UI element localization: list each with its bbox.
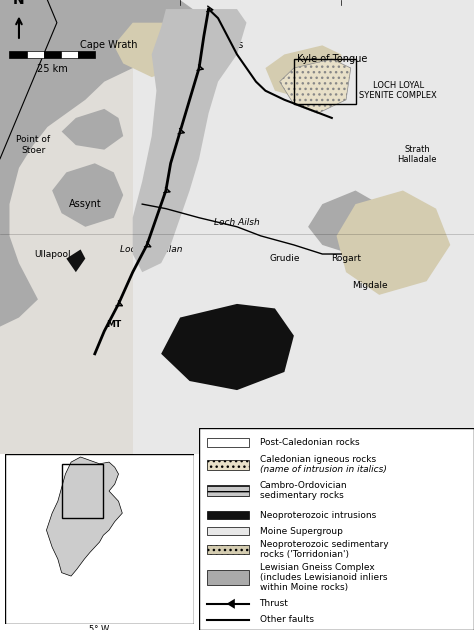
Text: Durness: Durness bbox=[203, 40, 243, 50]
Text: 25 km: 25 km bbox=[37, 64, 67, 74]
Bar bbox=[207, 570, 248, 585]
Bar bbox=[207, 527, 248, 536]
Text: Grudie: Grudie bbox=[269, 254, 300, 263]
Polygon shape bbox=[265, 45, 341, 100]
Text: Loch Borralan: Loch Borralan bbox=[120, 245, 183, 254]
Text: Cambro-Ordovician: Cambro-Ordovician bbox=[260, 481, 347, 490]
Text: N: N bbox=[13, 0, 25, 7]
Polygon shape bbox=[337, 190, 450, 295]
Polygon shape bbox=[52, 163, 123, 227]
Text: within Moine rocks): within Moine rocks) bbox=[260, 583, 348, 592]
Bar bbox=[207, 438, 248, 447]
Text: Ullapool: Ullapool bbox=[34, 249, 71, 258]
Polygon shape bbox=[46, 457, 122, 576]
Text: rocks ('Torridonian'): rocks ('Torridonian') bbox=[260, 550, 348, 559]
Polygon shape bbox=[280, 59, 351, 113]
Text: LOCH LOYAL
SYENITE COMPLEX: LOCH LOYAL SYENITE COMPLEX bbox=[359, 81, 437, 100]
Polygon shape bbox=[133, 0, 474, 454]
Bar bbox=[27, 51, 44, 58]
Text: Migdale: Migdale bbox=[352, 281, 388, 290]
Polygon shape bbox=[114, 23, 199, 77]
Text: Point of
Stoer: Point of Stoer bbox=[16, 135, 50, 155]
Bar bbox=[9, 51, 27, 58]
Text: Strath
Halladale: Strath Halladale bbox=[397, 144, 437, 164]
Text: Rogart: Rogart bbox=[331, 254, 361, 263]
Polygon shape bbox=[0, 0, 199, 326]
Bar bbox=[62, 464, 103, 518]
Bar bbox=[207, 544, 248, 554]
Bar bbox=[78, 51, 95, 58]
Text: Lewisian Gneiss Complex: Lewisian Gneiss Complex bbox=[260, 563, 374, 572]
Bar bbox=[44, 51, 61, 58]
Polygon shape bbox=[62, 109, 123, 150]
Text: MT: MT bbox=[106, 320, 121, 329]
Bar bbox=[61, 51, 78, 58]
Bar bbox=[294, 59, 356, 105]
Text: (name of intrusion in italics): (name of intrusion in italics) bbox=[260, 465, 386, 474]
Text: Neoproterozoic intrusions: Neoproterozoic intrusions bbox=[260, 510, 376, 520]
Text: Assynt: Assynt bbox=[69, 199, 102, 209]
Text: Kyle of Tongue: Kyle of Tongue bbox=[297, 54, 367, 64]
Bar bbox=[207, 511, 248, 519]
Text: 5° W: 5° W bbox=[90, 625, 109, 630]
Text: Post-Caledonian rocks: Post-Caledonian rocks bbox=[260, 438, 359, 447]
Polygon shape bbox=[308, 190, 379, 254]
Bar bbox=[207, 486, 248, 496]
Text: Cape Wrath: Cape Wrath bbox=[80, 40, 138, 50]
Text: MT: MT bbox=[168, 100, 183, 109]
Text: Thrust: Thrust bbox=[260, 599, 289, 609]
Text: Caledonian igneous rocks: Caledonian igneous rocks bbox=[260, 455, 376, 464]
Text: Other faults: Other faults bbox=[260, 616, 314, 624]
Polygon shape bbox=[0, 0, 133, 454]
Text: Loch Ailsh: Loch Ailsh bbox=[214, 218, 260, 227]
Polygon shape bbox=[133, 9, 246, 272]
Polygon shape bbox=[227, 598, 235, 609]
Polygon shape bbox=[66, 249, 85, 272]
Text: MT: MT bbox=[196, 25, 211, 34]
Polygon shape bbox=[161, 304, 294, 390]
Text: Neoproterozoic sedimentary: Neoproterozoic sedimentary bbox=[260, 540, 388, 549]
Text: (includes Lewisianoid inliers: (includes Lewisianoid inliers bbox=[260, 573, 387, 582]
Text: sedimentary rocks: sedimentary rocks bbox=[260, 491, 343, 500]
Bar bbox=[207, 460, 248, 469]
Text: Moine Supergroup: Moine Supergroup bbox=[260, 527, 342, 536]
